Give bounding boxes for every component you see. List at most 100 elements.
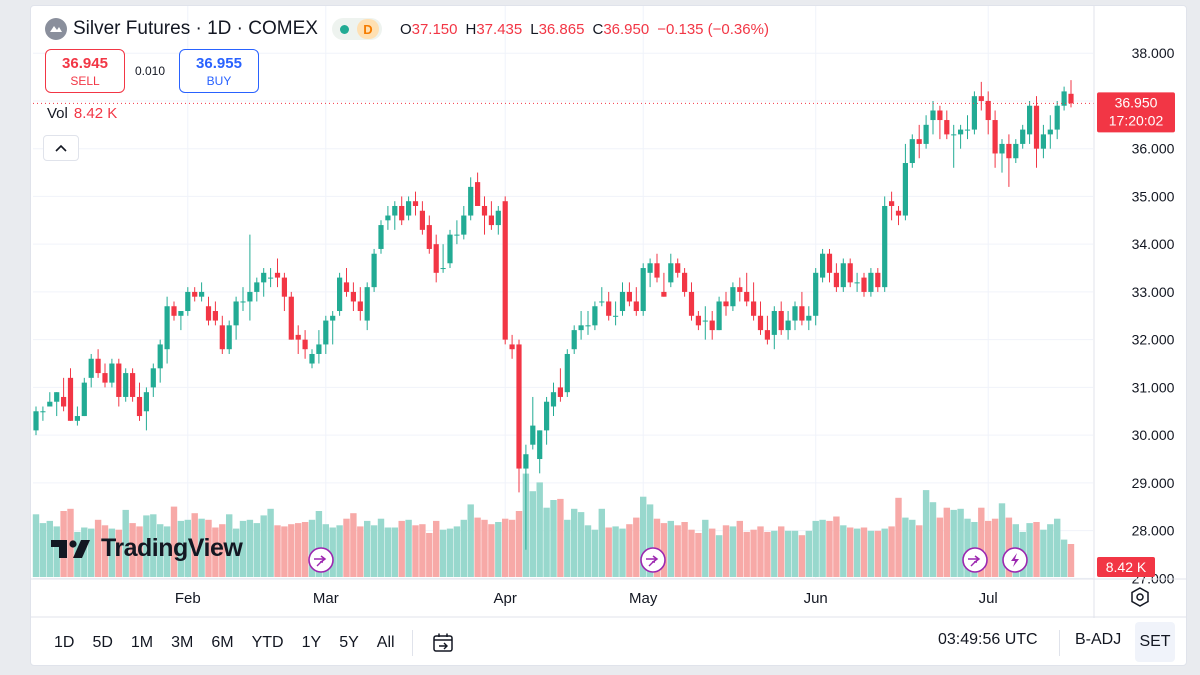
candle[interactable] — [488, 201, 494, 230]
candle[interactable] — [640, 263, 646, 316]
candle[interactable] — [357, 287, 363, 321]
candle[interactable] — [274, 258, 281, 288]
candle[interactable] — [592, 301, 598, 331]
candle[interactable] — [564, 349, 570, 397]
candle[interactable] — [1020, 124, 1026, 149]
candle[interactable] — [778, 301, 784, 335]
candle[interactable] — [461, 205, 467, 240]
candle[interactable] — [481, 196, 488, 235]
candle[interactable] — [599, 287, 605, 307]
back-adjust-toggle[interactable]: B-ADJ — [1075, 631, 1122, 648]
candle[interactable] — [164, 296, 170, 364]
buy-button[interactable]: 36.955 BUY — [179, 49, 259, 93]
session-toggle[interactable]: SET — [1135, 622, 1175, 662]
candle[interactable] — [399, 196, 405, 226]
candle[interactable] — [226, 320, 232, 354]
candle[interactable] — [205, 296, 212, 326]
candle[interactable] — [889, 191, 895, 221]
candle[interactable] — [613, 301, 619, 326]
candle[interactable] — [1054, 100, 1060, 140]
candle[interactable] — [571, 325, 577, 354]
candle[interactable] — [95, 349, 101, 378]
candle[interactable] — [668, 253, 674, 288]
candle[interactable] — [74, 406, 80, 426]
candle[interactable] — [116, 358, 122, 407]
candle[interactable] — [626, 282, 632, 307]
candle[interactable] — [33, 406, 39, 436]
candle[interactable] — [737, 277, 743, 302]
candle[interactable] — [964, 115, 971, 140]
goto-date-button[interactable] — [421, 628, 465, 658]
candle[interactable] — [557, 368, 563, 402]
candle[interactable] — [978, 81, 984, 111]
candle[interactable] — [47, 392, 53, 407]
candle[interactable] — [412, 191, 419, 216]
candle[interactable] — [261, 268, 267, 297]
range-button-1d[interactable]: 1D — [54, 633, 75, 651]
candle[interactable] — [385, 205, 391, 230]
candle[interactable] — [1033, 96, 1040, 168]
dividend-arrow-icon[interactable] — [308, 547, 334, 573]
candle[interactable] — [958, 124, 964, 149]
utc-clock[interactable]: 03:49:56 UTC — [938, 631, 1038, 648]
candle[interactable] — [688, 282, 695, 321]
settings-icon[interactable] — [1131, 587, 1149, 607]
candle[interactable] — [1061, 86, 1067, 111]
candle[interactable] — [178, 311, 184, 331]
candle[interactable] — [468, 177, 474, 221]
range-button-5d[interactable]: 5D — [92, 633, 113, 651]
candle[interactable] — [633, 287, 639, 316]
candle[interactable] — [550, 382, 557, 417]
candle[interactable] — [88, 353, 94, 388]
candle[interactable] — [185, 287, 191, 316]
candle[interactable] — [1068, 80, 1074, 108]
candle[interactable] — [295, 325, 301, 354]
candle[interactable] — [343, 268, 350, 297]
candle[interactable] — [971, 91, 977, 135]
market-status[interactable]: D — [331, 18, 382, 40]
candle[interactable] — [799, 291, 805, 326]
candle[interactable] — [199, 282, 205, 302]
candle[interactable] — [578, 311, 584, 340]
candle[interactable] — [337, 272, 343, 316]
candle[interactable] — [509, 334, 515, 359]
range-button-all[interactable]: All — [376, 633, 395, 651]
candle[interactable] — [675, 258, 681, 278]
candle[interactable] — [709, 311, 715, 340]
candle[interactable] — [916, 124, 922, 159]
candle[interactable] — [826, 248, 833, 283]
candle[interactable] — [702, 306, 708, 340]
candle[interactable] — [792, 301, 798, 331]
collapse-legend-button[interactable] — [43, 135, 79, 161]
candle[interactable] — [475, 172, 481, 206]
candle[interactable] — [440, 244, 446, 273]
candle[interactable] — [316, 330, 322, 364]
candle[interactable] — [619, 282, 626, 316]
candle[interactable] — [806, 306, 812, 331]
candle[interactable] — [730, 282, 736, 312]
candle[interactable] — [895, 205, 902, 226]
candle[interactable] — [495, 205, 501, 235]
candle[interactable] — [1013, 139, 1019, 164]
candle[interactable] — [302, 330, 308, 359]
candle[interactable] — [323, 315, 329, 354]
candle[interactable] — [426, 215, 432, 254]
candle[interactable] — [350, 282, 356, 312]
candle[interactable] — [254, 277, 260, 302]
lightning-icon[interactable] — [1002, 547, 1028, 573]
candle[interactable] — [233, 296, 239, 340]
candle[interactable] — [219, 315, 225, 354]
candle[interactable] — [240, 287, 246, 312]
candle[interactable] — [854, 272, 860, 292]
price-chart[interactable]: 38.00037.00036.00035.00034.00033.00032.0… — [31, 6, 1187, 618]
candle[interactable] — [150, 363, 156, 397]
candle[interactable] — [130, 368, 136, 402]
candle[interactable] — [364, 282, 370, 331]
delayed-badge[interactable]: D — [356, 19, 379, 39]
candle[interactable] — [516, 339, 522, 493]
candle[interactable] — [695, 311, 701, 331]
candle[interactable] — [723, 291, 729, 316]
candle[interactable] — [647, 258, 653, 288]
symbol-title[interactable]: Silver Futures · 1D · COMEX — [73, 18, 318, 39]
candle[interactable] — [751, 282, 757, 321]
